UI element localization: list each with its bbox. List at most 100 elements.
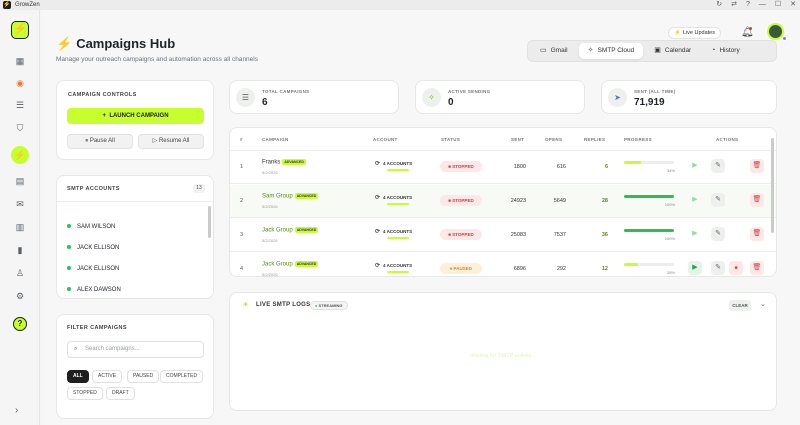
table-row[interactable]: 1 Franks ADVANCED 5/2/2026 ⟳ 4 ACCOUNTS ■ … — [230, 151, 776, 184]
window-title: GrowZen — [15, 2, 40, 8]
smtp-account-item[interactable]: JACK ELLISON — [67, 245, 119, 251]
sync-icon[interactable]: ⇄ — [731, 1, 737, 8]
delete-icon[interactable]: 🗑︎ — [750, 159, 764, 173]
help-icon[interactable]: ? — [745, 1, 750, 8]
status-dot — [67, 266, 71, 271]
avatar[interactable] — [767, 23, 784, 40]
table-row[interactable]: 3 Jack Group ADVANCED 5/2/2026 ⟳ 4 ACCOUNT… — [230, 219, 776, 252]
sidebar: ⚡ ▦ ◉ ☰ ⛉ ⚡ ▤ ✉ ▥ ▮ ♙ ⚙ ? › — [0, 10, 40, 425]
filter-chip-draft[interactable]: DRAFT — [106, 387, 135, 400]
filter-chip-all[interactable]: ALL — [67, 370, 89, 383]
smtp-account-item[interactable]: JACK ELLISON — [67, 266, 119, 272]
pause-all-button[interactable]: ⏸︎ Pause All — [67, 134, 133, 149]
progress-label: 34% — [666, 168, 675, 173]
settings-icon[interactable]: ⚙ — [15, 291, 25, 301]
bell-icon[interactable]: 🔔︎ — [741, 27, 754, 38]
stop-icon[interactable]: ■ — [729, 261, 743, 275]
play-icon[interactable]: ▶ — [692, 230, 698, 237]
edit-icon[interactable]: ✎ — [711, 227, 725, 241]
edit-icon[interactable]: ✎ — [711, 261, 725, 275]
account-bar — [387, 237, 409, 239]
campaign-name[interactable]: Jack Group ADVANCED — [262, 227, 319, 234]
smtp-accounts-scrollbar[interactable] — [208, 206, 211, 238]
filter-chip-stopped[interactable]: STOPPED — [67, 387, 103, 400]
stat-label: SENT (ALL TIME) — [634, 89, 676, 94]
tab-smtp-cloud[interactable]: ✧ SMTP Cloud — [578, 43, 644, 59]
dashboard-icon[interactable]: ▦ — [15, 56, 25, 66]
logs-title: LIVE SMTP LOGS — [256, 302, 311, 308]
smtp-account-item[interactable]: ALEX DAWSON — [67, 287, 121, 293]
accounts-icon: ⟳ — [375, 195, 381, 201]
user-icon[interactable]: ♙ — [15, 268, 25, 278]
avatar-status-badge — [782, 36, 787, 41]
clear-logs-button[interactable]: CLEAR — [729, 300, 751, 311]
send-icon: ➤ — [608, 88, 627, 107]
delete-icon[interactable]: 🗑︎ — [750, 227, 764, 241]
progress-fill — [624, 161, 641, 164]
live-smtp-logs-panel: ☀ LIVE SMTP LOGS ● STREAMING CLEAR ⌄ Wai… — [229, 292, 777, 411]
column-header-status: STATUS — [441, 137, 461, 142]
campaigns-bolt-icon[interactable]: ⚡ — [11, 146, 29, 164]
inbox-icon[interactable]: ✉ — [16, 199, 24, 209]
target-icon[interactable]: ◉ — [16, 78, 24, 88]
play-icon[interactable]: ▶ — [692, 196, 698, 203]
campaign-name[interactable]: Franks ADVANCED — [262, 159, 306, 166]
streaming-dot: ● — [315, 303, 318, 308]
minimize-button[interactable]: — — [758, 1, 766, 8]
campaign-date: 5/2/2026 — [262, 204, 278, 209]
table-scrollbar[interactable] — [771, 138, 774, 233]
resume-all-button[interactable]: ▷ Resume All — [138, 134, 204, 149]
smtp-accounts-title: SMTP ACCOUNTS — [67, 186, 120, 192]
maximize-button[interactable]: ☐ — [774, 1, 782, 8]
sent-count: 24923 — [510, 198, 526, 204]
row-number: 1 — [240, 164, 244, 170]
brand-bolt-icon[interactable]: ⚡ — [11, 21, 29, 39]
help-circle-icon[interactable]: ? — [13, 317, 27, 331]
tab-gmail[interactable]: ▭ Gmail — [540, 47, 568, 54]
campaign-date: 5/2/2026 — [262, 170, 278, 175]
filter-chip-paused[interactable]: PAUSED — [127, 370, 160, 383]
table-row[interactable]: 4 Jack Group ADVANCED 5/2/2026 ⟳ 4 ACCOUNT… — [230, 253, 776, 276]
play-icon[interactable]: ▶ — [688, 261, 702, 275]
document-icon[interactable]: ▤ — [15, 176, 25, 186]
delete-icon[interactable]: 🗑︎ — [750, 261, 764, 275]
row-number: 4 — [240, 266, 244, 272]
stat-label: ACTIVE SENDING — [448, 89, 491, 94]
chevron-down-icon[interactable]: ⌄ — [760, 301, 766, 308]
campaign-name[interactable]: Sam Group ADVANCED — [262, 193, 319, 200]
expand-sidebar-icon[interactable]: › — [15, 405, 19, 416]
tab-calendar[interactable]: ▣ Calendar — [654, 47, 692, 54]
close-button[interactable]: ✕ — [790, 1, 796, 8]
app-logo-icon: ⚡ — [3, 1, 11, 9]
delete-icon[interactable]: 🗑︎ — [750, 193, 764, 207]
campaign-name[interactable]: Jack Group ADVANCED — [262, 261, 319, 268]
filter-chip-active[interactable]: ACTIVE — [92, 370, 123, 383]
edit-icon[interactable]: ✎ — [711, 193, 725, 207]
opens-count: 7537 — [553, 232, 566, 238]
server-icon[interactable]: ▥ — [15, 222, 25, 232]
table-row[interactable]: 2 Sam Group ADVANCED 5/2/2026 ⟳ 4 ACCOUNTS… — [230, 185, 776, 218]
status-dot — [67, 245, 71, 250]
account-count: ⟳ 4 ACCOUNTS — [375, 263, 413, 269]
edit-icon[interactable]: ✎ — [711, 159, 725, 173]
column-header-account: ACCOUNT — [373, 137, 398, 142]
opens-count: 5649 — [553, 198, 566, 204]
filter-chip-completed[interactable]: COMPLETED — [160, 370, 204, 383]
database-icon[interactable]: ☰ — [15, 100, 25, 110]
shield-icon[interactable]: ⛉ — [16, 123, 24, 133]
refresh-icon[interactable]: ↻ — [716, 1, 723, 8]
sun-icon: ☀ — [242, 300, 250, 309]
column-header-campaign: CAMPAIGN — [262, 137, 289, 142]
progress-fill — [624, 195, 674, 198]
advanced-badge: ADVANCED — [294, 193, 319, 199]
play-icon[interactable]: ▶ — [692, 162, 698, 169]
analytics-icon[interactable]: ▮ — [17, 245, 23, 255]
launch-campaign-button[interactable]: + LAUNCH CAMPAIGN — [67, 108, 204, 124]
tab-history[interactable]: ◔ History — [711, 47, 740, 54]
search-input[interactable]: ⌕ Search campaigns... — [67, 341, 204, 358]
smtp-account-item[interactable]: SAM WILSON — [67, 224, 115, 230]
live-updates-button[interactable]: ⚡ Live Updates — [668, 27, 721, 39]
stat-card-sent-all-time: ➤ SENT (ALL TIME) 71,919 — [601, 80, 777, 114]
account-bar — [387, 169, 409, 171]
play-icon: ▷ — [152, 138, 158, 144]
